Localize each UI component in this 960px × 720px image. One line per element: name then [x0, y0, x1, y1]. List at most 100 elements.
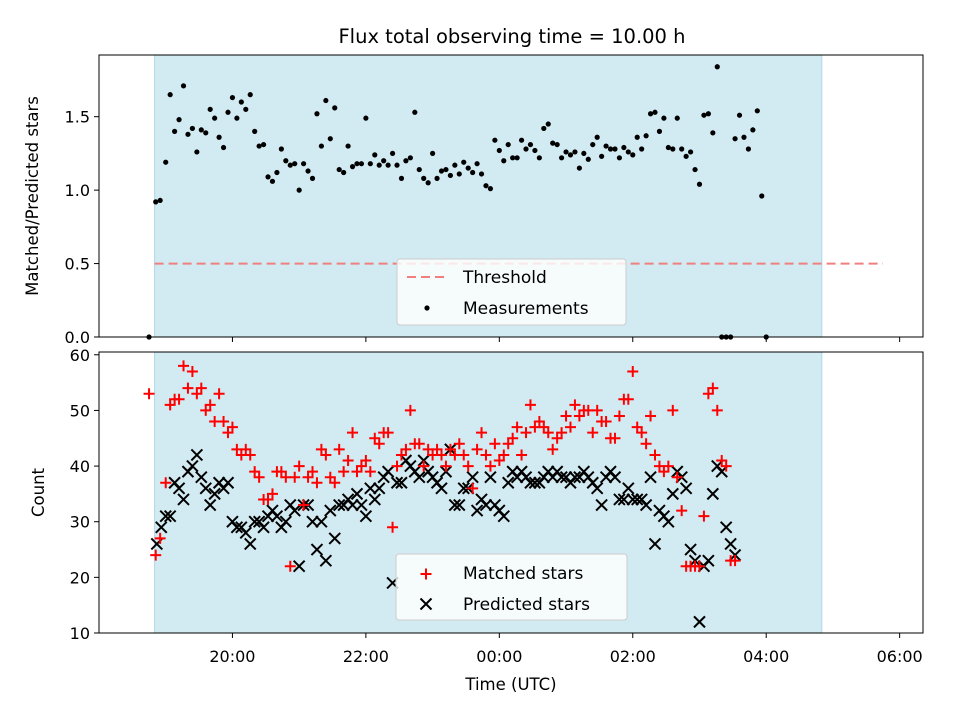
matched-star-point	[351, 466, 363, 478]
measurement-point	[381, 158, 387, 164]
legend-predicted-label: Predicted stars	[463, 595, 590, 615]
predicted-star-point	[279, 515, 293, 528]
measurement-point	[216, 134, 222, 140]
measurement-point	[661, 115, 667, 121]
measurement-point	[185, 131, 191, 137]
x-tick-label: 00:00	[476, 647, 522, 666]
matched-star-point	[360, 455, 372, 467]
measurement-point	[692, 166, 698, 173]
predicted-star-point	[368, 493, 381, 506]
matched-star-point	[329, 477, 341, 489]
predicted-star-point	[613, 493, 626, 506]
ratio-axes-frame	[98, 54, 924, 338]
matched-star-point	[542, 427, 554, 439]
measurement-point	[572, 149, 578, 155]
matched-star-point	[275, 466, 287, 478]
matched-star-point	[395, 449, 407, 461]
measurement-point	[212, 115, 218, 121]
measurement-point	[679, 146, 685, 152]
predicted-star-point	[413, 470, 426, 484]
count-y-ticks: 10 20 30 40 50 60	[70, 346, 99, 643]
matched-star-point	[150, 549, 162, 561]
measurement-point	[180, 83, 187, 89]
predicted-star-point	[479, 498, 493, 512]
matched-star-point	[195, 382, 207, 394]
predicted-star-point	[639, 498, 653, 512]
measurement-point	[167, 92, 173, 98]
time-x-label: Time (UTC)	[464, 675, 556, 694]
measurement-point	[292, 161, 298, 167]
matched-star-point	[698, 510, 710, 522]
measurement-point	[594, 134, 600, 140]
matched-star-point	[324, 471, 336, 483]
predicted-star-point	[177, 493, 190, 506]
predicted-star-point	[502, 476, 515, 489]
ratio-y-ticks: 0.0 0.5 1.0 1.5	[65, 108, 99, 347]
matched-star-point	[262, 493, 274, 505]
predicted-star-point	[350, 487, 364, 501]
predicted-star-point	[626, 493, 639, 506]
matched-star-point	[222, 427, 234, 439]
matched-star-point	[516, 449, 528, 461]
measurement-point	[625, 149, 631, 155]
predicted-star-point	[684, 543, 697, 556]
matched-star-point	[520, 427, 532, 439]
predicted-star-point	[631, 493, 644, 506]
matched-star-point	[538, 421, 550, 433]
measurement-point	[536, 155, 542, 161]
matched-star-point	[298, 499, 310, 511]
matched-star-point	[186, 365, 198, 377]
predicted-star-point	[315, 515, 328, 528]
matched-star-point	[387, 521, 399, 533]
matched-star-point	[622, 393, 634, 405]
predicted-star-point	[199, 482, 212, 495]
predicted-star-point	[244, 537, 257, 551]
measurement-point	[576, 165, 582, 171]
measurement-point	[643, 133, 649, 139]
predicted-star-point	[706, 487, 720, 501]
matched-star-point	[458, 449, 470, 461]
matched-star-point	[707, 382, 719, 394]
matched-star-point	[569, 399, 581, 411]
matched-star-point	[160, 477, 172, 489]
matched-star-point	[191, 388, 203, 400]
measurement-point	[741, 134, 747, 140]
predicted-star-point	[644, 470, 657, 484]
matched-star-point	[729, 555, 741, 567]
measurement-point	[398, 175, 405, 181]
measurement-point	[487, 186, 494, 192]
x-tick-label: 04:00	[743, 647, 789, 666]
measurement-point	[385, 162, 391, 168]
measurement-point	[407, 155, 413, 161]
measurement-point	[229, 94, 236, 101]
measurement-point	[376, 162, 382, 168]
predicted-star-point	[359, 509, 373, 523]
measurement-point	[367, 161, 373, 167]
matched-star-point	[284, 560, 296, 572]
matched-star-points	[143, 360, 741, 572]
predicted-star-point	[186, 459, 199, 473]
predicted-star-point	[239, 526, 252, 540]
measurement-point	[754, 108, 760, 114]
matched-star-point	[347, 427, 359, 439]
matched-star-point	[404, 404, 416, 416]
predicted-star-point	[310, 543, 324, 556]
measurement-point	[656, 128, 663, 134]
predicted-star-point	[257, 521, 270, 534]
predicted-star-point	[484, 470, 497, 484]
ratio-y-label: Matched/Predicted stars	[23, 96, 42, 296]
predicted-star-point	[355, 498, 368, 512]
matched-star-point	[551, 432, 563, 444]
predicted-star-point	[195, 470, 208, 484]
measurement-point	[665, 144, 671, 151]
measurement-point	[674, 115, 680, 121]
measurement-point	[687, 149, 694, 155]
predicted-star-point	[617, 493, 631, 506]
measurement-point	[456, 171, 462, 177]
matched-star-point	[547, 443, 559, 455]
predicted-star-point	[328, 532, 341, 545]
x-tick-label: 22:00	[343, 647, 389, 666]
measurement-point	[309, 175, 316, 181]
measurement-point	[189, 125, 196, 132]
measurement-point	[412, 109, 418, 115]
